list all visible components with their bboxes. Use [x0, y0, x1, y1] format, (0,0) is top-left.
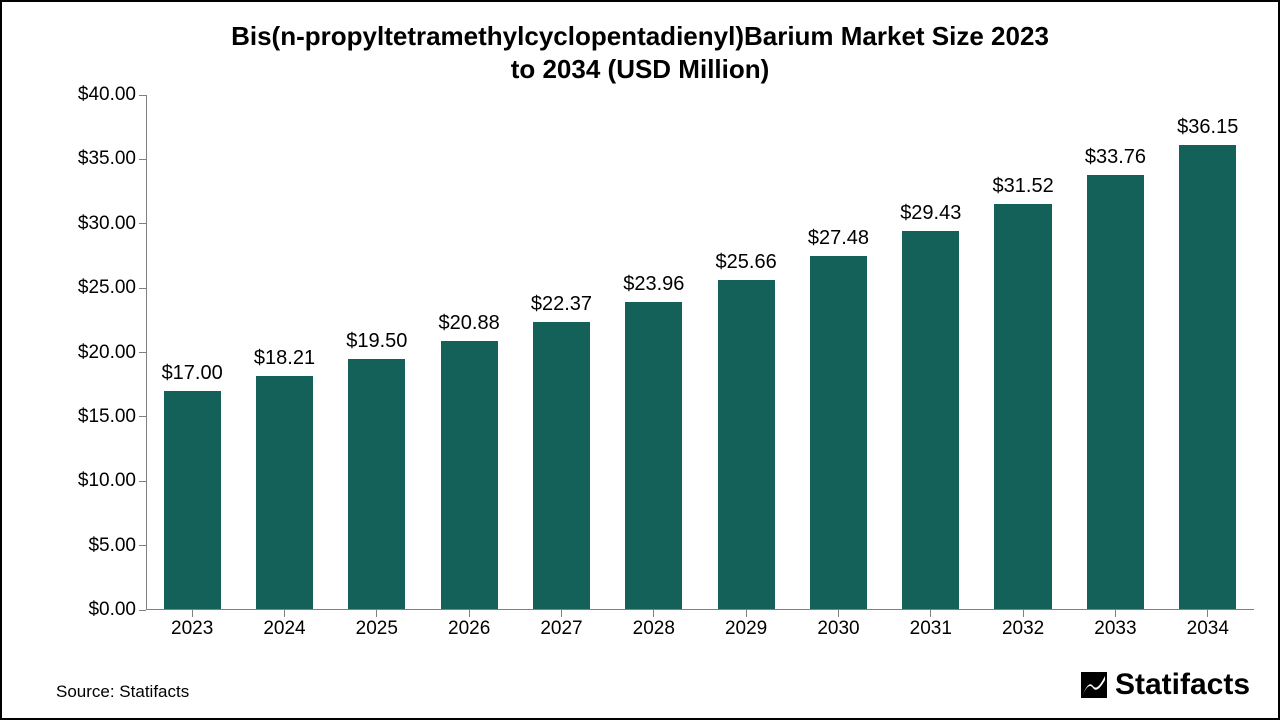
bar-slot: $29.43 — [885, 95, 977, 610]
brand-name: Statifacts — [1115, 668, 1250, 702]
bar-value-label: $27.48 — [798, 227, 878, 250]
bar-slot: $33.76 — [1069, 95, 1161, 610]
y-tick-mark — [139, 352, 146, 353]
bar: $20.88 — [441, 341, 498, 610]
y-tick-mark — [139, 223, 146, 224]
x-category-label: 2034 — [1162, 618, 1254, 640]
y-tick-label: $20.00 — [78, 342, 136, 364]
bar: $25.66 — [718, 280, 775, 610]
bar-slot: $31.52 — [977, 95, 1069, 610]
chart-footer: Source: Statifacts Statifacts — [26, 668, 1254, 702]
bar: $23.96 — [625, 302, 682, 610]
x-tick-mark — [561, 610, 562, 617]
x-tick-mark — [1023, 610, 1024, 617]
chart-frame: Bis(n-propyltetramethylcyclopentadienyl)… — [0, 0, 1280, 720]
chart-title-line2: to 2034 (USD Million) — [26, 53, 1254, 86]
x-tick-mark — [469, 610, 470, 617]
x-category-label: 2027 — [515, 618, 607, 640]
bar: $29.43 — [902, 231, 959, 610]
bar-slot: $22.37 — [515, 95, 607, 610]
bar: $31.52 — [994, 204, 1051, 610]
x-tick-mark — [653, 610, 654, 617]
x-category-label: 2032 — [977, 618, 1069, 640]
x-tick-mark — [1115, 610, 1116, 617]
x-axis-line — [146, 609, 1254, 610]
x-tick-mark — [930, 610, 931, 617]
x-tick-mark — [284, 610, 285, 617]
y-tick-mark — [139, 610, 146, 611]
bars-container: $17.00 $18.21 $19.50 $20.88 $22.37 $23.96 $25.… — [146, 95, 1254, 610]
bar-slot: $20.88 — [423, 95, 515, 610]
bar-slot: $17.00 — [146, 95, 238, 610]
bar-value-label: $36.15 — [1168, 116, 1248, 139]
y-axis: $0.00$5.00$10.00$15.00$20.00$25.00$30.00… — [26, 95, 146, 610]
x-category-label: 2033 — [1069, 618, 1161, 640]
chart-title-line1: Bis(n-propyltetramethylcyclopentadienyl)… — [26, 20, 1254, 53]
bar: $33.76 — [1087, 175, 1144, 610]
bar-slot: $27.48 — [792, 95, 884, 610]
bar-slot: $23.96 — [608, 95, 700, 610]
y-axis-line — [146, 95, 147, 610]
bar: $18.21 — [256, 376, 313, 610]
bar-slot: $19.50 — [331, 95, 423, 610]
x-category-label: 2029 — [700, 618, 792, 640]
chart-title: Bis(n-propyltetramethylcyclopentadienyl)… — [26, 20, 1254, 85]
bar: $27.48 — [810, 256, 867, 610]
x-category-label: 2031 — [885, 618, 977, 640]
bar-value-label: $19.50 — [337, 330, 417, 353]
x-category-label: 2030 — [792, 618, 884, 640]
y-tick-mark — [139, 545, 146, 546]
x-category-label: 2025 — [331, 618, 423, 640]
bar-slot: $25.66 — [700, 95, 792, 610]
x-tick-mark — [192, 610, 193, 617]
x-category-label: 2026 — [423, 618, 515, 640]
brand-logo: Statifacts — [1079, 668, 1250, 702]
x-category-label: 2028 — [608, 618, 700, 640]
y-tick-mark — [139, 288, 146, 289]
bar: $19.50 — [348, 359, 405, 610]
y-tick-label: $0.00 — [88, 599, 136, 621]
x-category-label: 2024 — [238, 618, 330, 640]
bar-value-label: $31.52 — [983, 175, 1063, 198]
bar-slot: $36.15 — [1162, 95, 1254, 610]
y-tick-label: $35.00 — [78, 148, 136, 170]
bar-value-label: $25.66 — [706, 251, 786, 274]
y-tick-label: $40.00 — [78, 84, 136, 106]
bar-value-label: $18.21 — [244, 347, 324, 370]
x-category-label: 2023 — [146, 618, 238, 640]
bar-value-label: $22.37 — [521, 293, 601, 316]
y-tick-mark — [139, 95, 146, 96]
bar-value-label: $20.88 — [429, 312, 509, 335]
y-tick-mark — [139, 416, 146, 417]
y-tick-mark — [139, 481, 146, 482]
bar-value-label: $23.96 — [614, 273, 694, 296]
bar: $22.37 — [533, 322, 590, 610]
y-tick-label: $30.00 — [78, 213, 136, 235]
x-tick-mark — [746, 610, 747, 617]
y-tick-label: $5.00 — [88, 535, 136, 557]
bar: $17.00 — [164, 391, 221, 610]
y-tick-label: $15.00 — [78, 406, 136, 428]
x-tick-mark — [838, 610, 839, 617]
chart-area: $0.00$5.00$10.00$15.00$20.00$25.00$30.00… — [26, 95, 1254, 610]
bar-slot: $18.21 — [238, 95, 330, 610]
bar: $36.15 — [1179, 145, 1236, 610]
y-tick-mark — [139, 159, 146, 160]
plot-area: $17.00 $18.21 $19.50 $20.88 $22.37 $23.96 $25.… — [146, 95, 1254, 610]
bar-value-label: $33.76 — [1075, 146, 1155, 169]
x-tick-mark — [1207, 610, 1208, 617]
x-tick-mark — [376, 610, 377, 617]
y-tick-label: $25.00 — [78, 277, 136, 299]
x-axis-labels: 2023202420252026202720282029203020312032… — [146, 610, 1254, 640]
y-tick-label: $10.00 — [78, 470, 136, 492]
bar-value-label: $29.43 — [891, 202, 971, 225]
brand-icon — [1079, 670, 1109, 700]
bar-value-label: $17.00 — [152, 362, 232, 385]
source-text: Source: Statifacts — [56, 682, 189, 702]
